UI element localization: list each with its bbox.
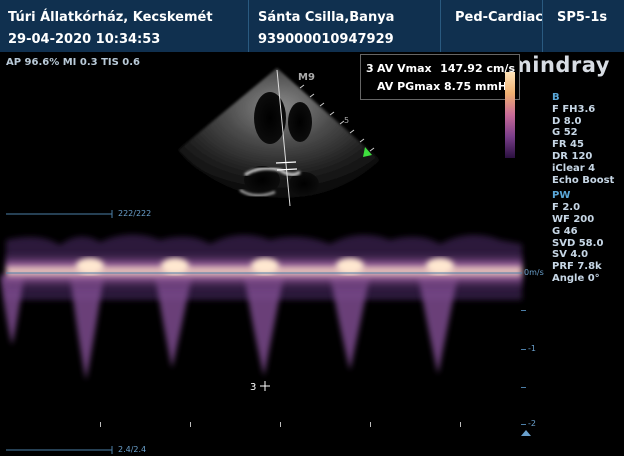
pw-mode-title: PW xyxy=(552,190,571,202)
velocity-zero-label: 0m/s xyxy=(524,268,544,277)
b-param: iClear 4 xyxy=(552,162,596,174)
patient-name: Sánta Csilla,Banya xyxy=(258,10,395,25)
pw-param: G 46 xyxy=(552,225,578,237)
exam-preset[interactable]: Ped-Cardiac xyxy=(455,10,544,25)
header-bar: Túri Állatkórház, Kecskemét 29-04-2020 1… xyxy=(0,0,624,52)
velocity-tick xyxy=(521,387,526,388)
sweep-counter: 2.4/2.4 xyxy=(118,445,147,454)
velocity-tick xyxy=(521,424,526,425)
pw-param: PRF 7.8k xyxy=(552,261,602,273)
b-param: Echo Boost xyxy=(552,174,615,186)
clinic-name: Túri Állatkórház, Kecskemét xyxy=(8,10,213,25)
parameter-panel: B F FH3.6 D 8.0 G 52 FR 45 DR 120 iClear… xyxy=(552,92,614,285)
pw-param: SVD 58.0 xyxy=(552,237,604,249)
cursor-line[interactable] xyxy=(276,69,291,207)
exam-datetime: 29-04-2020 10:34:53 xyxy=(8,32,161,47)
pw-param: Angle 0° xyxy=(552,272,600,284)
b-param: F FH3.6 xyxy=(552,103,596,115)
b-param: G 52 xyxy=(552,127,578,139)
orientation-marker-icon xyxy=(363,147,372,157)
patient-id: 939000010947929 xyxy=(258,32,394,47)
image-label: M9 xyxy=(298,72,315,83)
pw-param: F 2.0 xyxy=(552,202,581,214)
measurement-value: 8.75 mmHg xyxy=(444,80,515,93)
measurement-index: 3 xyxy=(366,62,374,75)
velocity-tick xyxy=(521,310,526,311)
header-divider xyxy=(248,0,249,52)
doppler-spectrum[interactable] xyxy=(0,230,522,430)
measurement-label: AV PGmax xyxy=(377,80,441,93)
measurement-value: 147.92 cm/s xyxy=(440,62,515,75)
depth-mark: 5 xyxy=(344,116,350,125)
b-param: D 8.0 xyxy=(552,115,582,127)
b-mode-title: B xyxy=(552,92,560,103)
header-divider xyxy=(440,0,441,52)
frame-counter: 222/222 xyxy=(118,209,152,218)
b-param: FR 45 xyxy=(552,139,584,151)
measurement-box: 3 AV Vmax 147.92 cm/s AV PGmax 8.75 mmHg xyxy=(360,54,520,100)
brand-logo: mindray xyxy=(509,53,610,77)
probe-name[interactable]: SP5-1s xyxy=(557,10,608,25)
scroll-up-icon[interactable] xyxy=(521,430,531,436)
b-param: DR 120 xyxy=(552,150,593,162)
velocity-tick-label: -1 xyxy=(528,344,536,353)
velocity-tick xyxy=(521,349,526,350)
measurement-label: AV Vmax xyxy=(377,62,432,75)
velocity-tick-label: -2 xyxy=(528,419,536,428)
pw-param: WF 200 xyxy=(552,213,595,225)
sector-image[interactable] xyxy=(178,68,380,207)
gray-map-colorbar xyxy=(505,72,515,158)
header-divider xyxy=(542,0,543,52)
acoustic-power-status: AP 96.6% MI 0.3 TIS 0.6 xyxy=(6,57,141,68)
sample-gate-top xyxy=(275,161,297,164)
pw-param: SV 4.0 xyxy=(552,249,589,261)
cursor-label: 3 xyxy=(250,382,257,393)
sample-gate-bottom xyxy=(276,168,298,171)
